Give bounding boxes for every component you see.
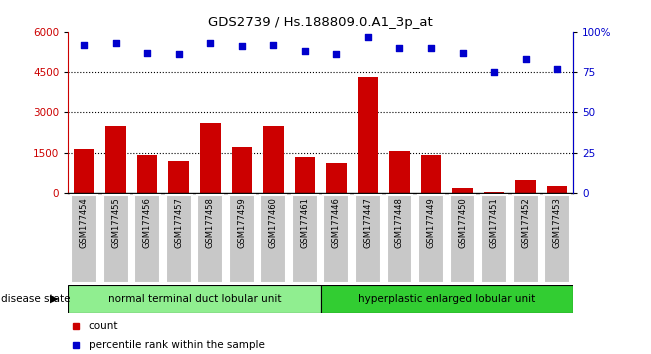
- Point: [489, 69, 499, 75]
- Text: GSM177446: GSM177446: [332, 198, 341, 249]
- Text: GSM177460: GSM177460: [269, 198, 278, 249]
- Point: [205, 40, 215, 46]
- Text: GSM177451: GSM177451: [490, 198, 499, 248]
- Text: percentile rank within the sample: percentile rank within the sample: [89, 341, 264, 350]
- Text: GSM177461: GSM177461: [300, 198, 309, 249]
- Point: [174, 52, 184, 57]
- Bar: [292, 195, 318, 283]
- Title: GDS2739 / Hs.188809.0.A1_3p_at: GDS2739 / Hs.188809.0.A1_3p_at: [208, 16, 433, 29]
- Bar: [74, 149, 94, 193]
- Text: GSM177450: GSM177450: [458, 198, 467, 248]
- Text: GSM177457: GSM177457: [174, 198, 183, 249]
- Bar: [320, 285, 573, 313]
- Text: GSM177458: GSM177458: [206, 198, 215, 249]
- Text: disease state: disease state: [1, 294, 71, 304]
- Bar: [512, 195, 538, 283]
- Bar: [481, 195, 507, 283]
- Text: GSM177452: GSM177452: [521, 198, 530, 248]
- Bar: [197, 195, 223, 283]
- Bar: [263, 126, 284, 193]
- Bar: [232, 147, 252, 193]
- Text: GSM177447: GSM177447: [363, 198, 372, 249]
- Bar: [134, 195, 160, 283]
- Bar: [389, 151, 409, 193]
- Point: [331, 52, 342, 57]
- Text: GSM177449: GSM177449: [426, 198, 436, 248]
- Text: GSM177453: GSM177453: [553, 198, 562, 249]
- Bar: [421, 155, 441, 193]
- Point: [111, 40, 121, 46]
- Bar: [295, 157, 315, 193]
- Point: [457, 50, 467, 56]
- Bar: [200, 123, 221, 193]
- Bar: [357, 78, 378, 193]
- Bar: [229, 195, 255, 283]
- Bar: [68, 285, 320, 313]
- Text: GSM177455: GSM177455: [111, 198, 120, 248]
- Bar: [387, 195, 412, 283]
- Text: ▶: ▶: [50, 294, 59, 304]
- Bar: [418, 195, 444, 283]
- Text: GSM177448: GSM177448: [395, 198, 404, 249]
- Point: [236, 44, 247, 49]
- Point: [520, 56, 531, 62]
- Bar: [452, 188, 473, 193]
- Bar: [326, 164, 346, 193]
- Point: [268, 42, 279, 47]
- Bar: [450, 195, 475, 283]
- Text: GSM177456: GSM177456: [143, 198, 152, 249]
- Point: [79, 42, 89, 47]
- Text: count: count: [89, 321, 118, 331]
- Text: GSM177459: GSM177459: [237, 198, 246, 248]
- Bar: [166, 195, 191, 283]
- Bar: [260, 195, 286, 283]
- Text: GSM177454: GSM177454: [79, 198, 89, 248]
- Bar: [169, 161, 189, 193]
- Point: [363, 34, 373, 40]
- Point: [552, 66, 562, 72]
- Point: [142, 50, 152, 56]
- Bar: [544, 195, 570, 283]
- Bar: [484, 192, 505, 193]
- Bar: [105, 126, 126, 193]
- Bar: [516, 179, 536, 193]
- Bar: [103, 195, 129, 283]
- Bar: [324, 195, 350, 283]
- Bar: [355, 195, 381, 283]
- Text: hyperplastic enlarged lobular unit: hyperplastic enlarged lobular unit: [358, 294, 535, 304]
- Point: [299, 48, 310, 54]
- Bar: [71, 195, 97, 283]
- Point: [395, 45, 405, 51]
- Bar: [137, 155, 158, 193]
- Bar: [547, 186, 568, 193]
- Text: normal terminal duct lobular unit: normal terminal duct lobular unit: [107, 294, 281, 304]
- Point: [426, 45, 436, 51]
